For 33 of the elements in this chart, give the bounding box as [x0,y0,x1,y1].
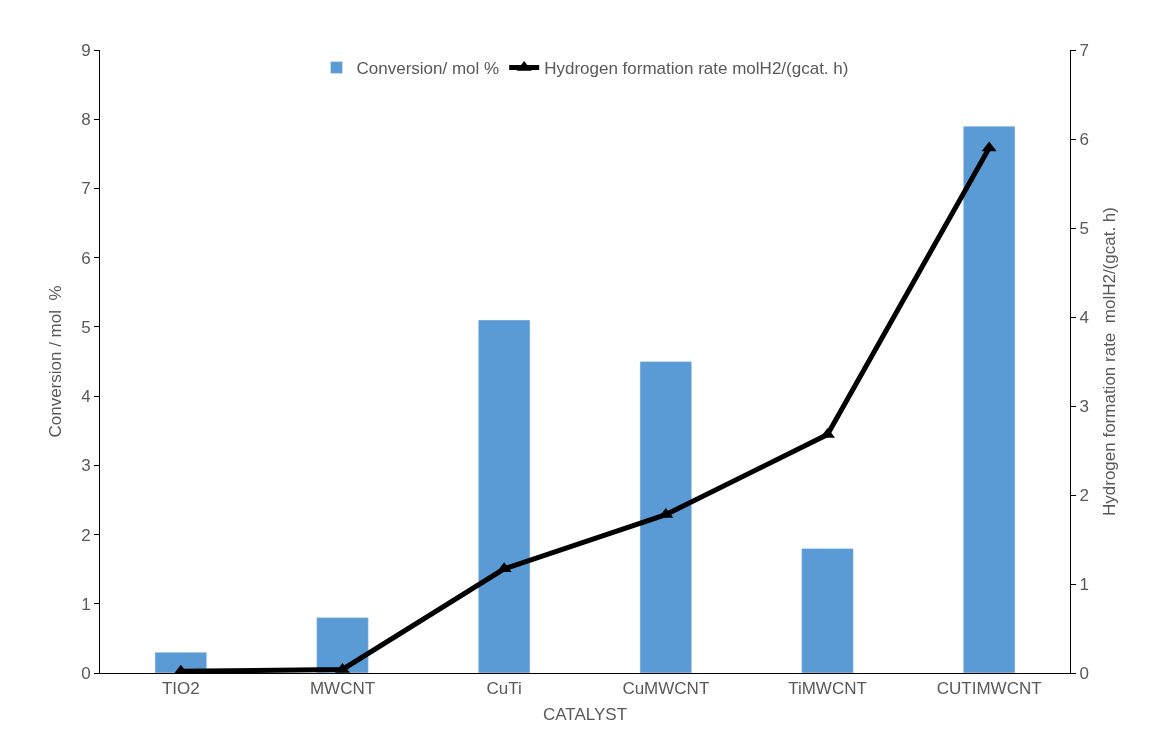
x-tick-label: TiMWCNT [788,679,867,699]
bar [639,361,692,673]
bar [963,125,1016,673]
y-tick-label: 6 [81,248,91,268]
y-tick-label: 1 [81,594,91,614]
y-tick-label: 8 [81,110,91,130]
y-axis-title: Conversion / mol % [45,285,65,438]
legend-label: Conversion/ mol % [356,59,500,79]
x-tick-label: TIO2 [161,679,200,699]
x-tick-label: MWCNT [309,679,376,699]
y-tick-label: 9 [81,40,91,60]
y2-axis-title: Hydrogen formation rate molH2/(gcat. h) [1100,207,1120,516]
y2-tick-label: 4 [1079,307,1089,327]
y-tick-label: 0 [81,663,91,683]
x-axis-title: CATALYST [542,704,628,724]
x-tick-label: CuTi [486,679,522,699]
y-tick-label: 2 [81,525,91,545]
x-tick-label: CUTIMWCNT [936,679,1042,699]
y2-tick-label: 2 [1079,485,1089,505]
legend-label: Hydrogen formation rate molH2/(gcat. h) [544,59,849,79]
x-tick-label: CuMWCNT [622,679,710,699]
y2-tick-label: 7 [1079,40,1089,60]
bar [801,548,854,673]
y-tick-label: 7 [81,179,91,199]
y-tick-label: 5 [81,317,91,337]
y-tick-label: 3 [81,456,91,476]
y2-tick-label: 3 [1079,396,1089,416]
y2-tick-label: 1 [1079,574,1089,594]
y2-tick-label: 0 [1079,663,1089,683]
y-tick-label: 4 [81,387,91,407]
y2-tick-label: 6 [1079,129,1089,149]
bar [478,319,531,673]
y2-tick-label: 5 [1079,218,1089,238]
